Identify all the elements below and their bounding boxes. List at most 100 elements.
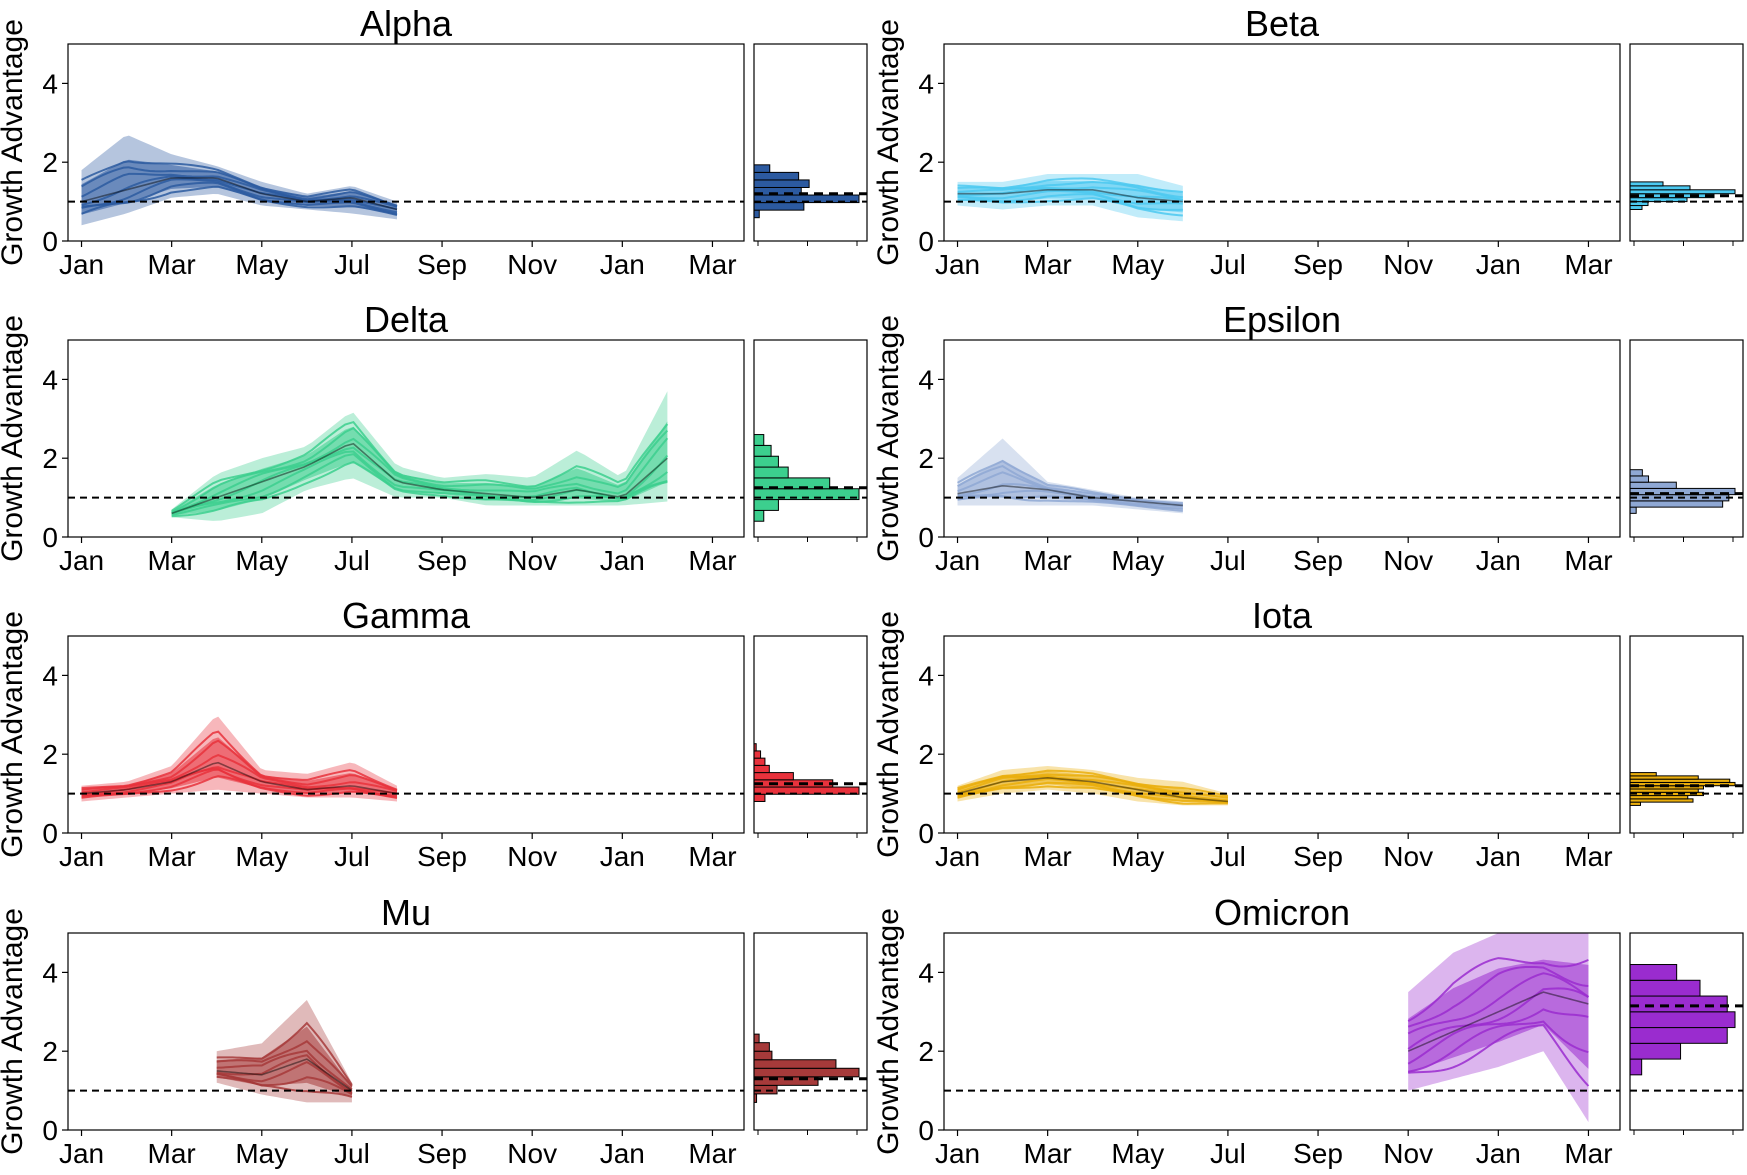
x-tick-label: Jan <box>59 841 104 872</box>
median-line <box>81 761 398 795</box>
y-tick-label: 2 <box>918 739 934 770</box>
sample-line <box>81 160 398 207</box>
sample-line <box>171 446 669 515</box>
median-line <box>957 777 1228 803</box>
sample-line <box>957 777 1229 804</box>
x-tick-label: Mar <box>1564 545 1612 576</box>
histogram-bar <box>1629 475 1650 483</box>
histogram-bar <box>753 764 770 774</box>
x-tick-label: Jan <box>59 249 104 280</box>
x-tick-label: Mar <box>688 249 736 280</box>
histogram-frame <box>753 635 868 834</box>
y-tick-label: 4 <box>918 957 934 988</box>
x-tick-label: Sep <box>417 249 467 280</box>
y-tick-label: 0 <box>918 226 934 257</box>
x-tick-label: Jan <box>935 249 980 280</box>
y-tick-label: 2 <box>918 1036 934 1067</box>
histogram-bar <box>1629 189 1736 195</box>
sample-line <box>957 177 1183 193</box>
histogram-bar <box>753 772 794 781</box>
y-tick-label: 4 <box>918 68 934 99</box>
y-tick-label: 4 <box>42 68 58 99</box>
series-mu <box>216 999 353 1103</box>
histogram-frame <box>753 43 868 242</box>
panel-title: Omicron <box>1214 892 1350 933</box>
x-tick-label: Jul <box>1210 1138 1246 1169</box>
panel-title: Epsilon <box>1223 299 1341 340</box>
y-axis-label: Growth Advantage <box>0 611 29 858</box>
x-tick-label: Nov <box>507 841 557 872</box>
histogram-epsilon <box>1629 339 1744 542</box>
panel-title: Iota <box>1252 595 1313 636</box>
x-tick-label: Mar <box>148 1138 196 1169</box>
x-tick-label: Nov <box>507 1138 557 1169</box>
histogram-omicron <box>1629 932 1744 1135</box>
x-tick-label: Jan <box>600 249 645 280</box>
x-tick-label: Jan <box>600 841 645 872</box>
x-tick-label: Jul <box>334 1138 370 1169</box>
x-tick-label: Mar <box>688 545 736 576</box>
series-iota <box>957 766 1229 806</box>
y-axis-label: Growth Advantage <box>872 315 905 562</box>
x-tick-label: May <box>235 841 288 872</box>
sample-line <box>957 459 1183 505</box>
x-tick-label: Sep <box>417 841 467 872</box>
y-tick-label: 4 <box>918 364 934 395</box>
series-delta <box>171 391 669 521</box>
histogram-frame <box>753 339 868 538</box>
histogram-bar <box>1629 185 1691 191</box>
histogram-bar <box>1629 1042 1682 1060</box>
x-tick-label: Mar <box>688 841 736 872</box>
x-tick-label: Jan <box>59 545 104 576</box>
x-tick-label: Jan <box>1476 841 1521 872</box>
y-axis-label: Growth Advantage <box>872 908 905 1155</box>
histogram-bar <box>1629 205 1643 210</box>
x-tick-label: Jan <box>600 1138 645 1169</box>
sample-line <box>1408 1020 1589 1073</box>
x-tick-label: Mar <box>1564 1138 1612 1169</box>
histogram-bar <box>1629 506 1637 514</box>
panel-title: Mu <box>381 892 431 933</box>
series-epsilon <box>957 438 1183 514</box>
x-tick-label: Jan <box>935 841 980 872</box>
sample-line <box>1407 972 1590 1035</box>
histogram-bar <box>1629 481 1677 489</box>
histogram-bar <box>753 466 789 479</box>
sample-line <box>957 775 1229 804</box>
series-beta <box>957 174 1184 222</box>
x-tick-label: Mar <box>148 249 196 280</box>
panel-delta: Delta Growth Advantage 0 2 4 Jan Mar May Jul Sep N… <box>0 299 868 576</box>
y-tick-label: 2 <box>918 147 934 178</box>
histogram-mu <box>753 932 868 1135</box>
histogram-bar <box>753 164 771 173</box>
x-tick-label: Mar <box>1564 249 1612 280</box>
histogram-frame <box>1629 635 1744 834</box>
histogram-bar <box>753 750 762 759</box>
histogram-bar <box>753 1042 770 1052</box>
y-tick-label: 4 <box>42 957 58 988</box>
median-line <box>81 177 398 211</box>
x-tick-label: Mar <box>1024 1138 1072 1169</box>
panel-mu: Mu Growth Advantage 0 2 4 Jan Mar May Jul Sep Nov J… <box>0 892 868 1169</box>
histogram-bar <box>753 444 772 457</box>
x-tick-label: Sep <box>1293 249 1343 280</box>
x-tick-label: Sep <box>1293 545 1343 576</box>
histogram-bar <box>1629 772 1657 777</box>
x-tick-label: Mar <box>688 1138 736 1169</box>
y-axis-label: Growth Advantage <box>0 315 29 562</box>
sample-line <box>171 420 669 512</box>
histogram-bar <box>1629 1011 1736 1029</box>
y-tick-label: 2 <box>42 443 58 474</box>
inner-band <box>1408 959 1589 1073</box>
y-tick-label: 2 <box>918 443 934 474</box>
histogram-bar <box>753 499 779 511</box>
y-axis-label: Growth Advantage <box>872 611 905 858</box>
sample-line <box>81 766 398 796</box>
histogram-frame <box>1629 43 1744 242</box>
x-tick-label: Mar <box>148 841 196 872</box>
x-tick-label: Jul <box>334 249 370 280</box>
sample-line <box>171 460 668 518</box>
x-tick-label: Mar <box>1564 841 1612 872</box>
y-tick-label: 0 <box>918 818 934 849</box>
histogram-bar <box>753 757 766 766</box>
